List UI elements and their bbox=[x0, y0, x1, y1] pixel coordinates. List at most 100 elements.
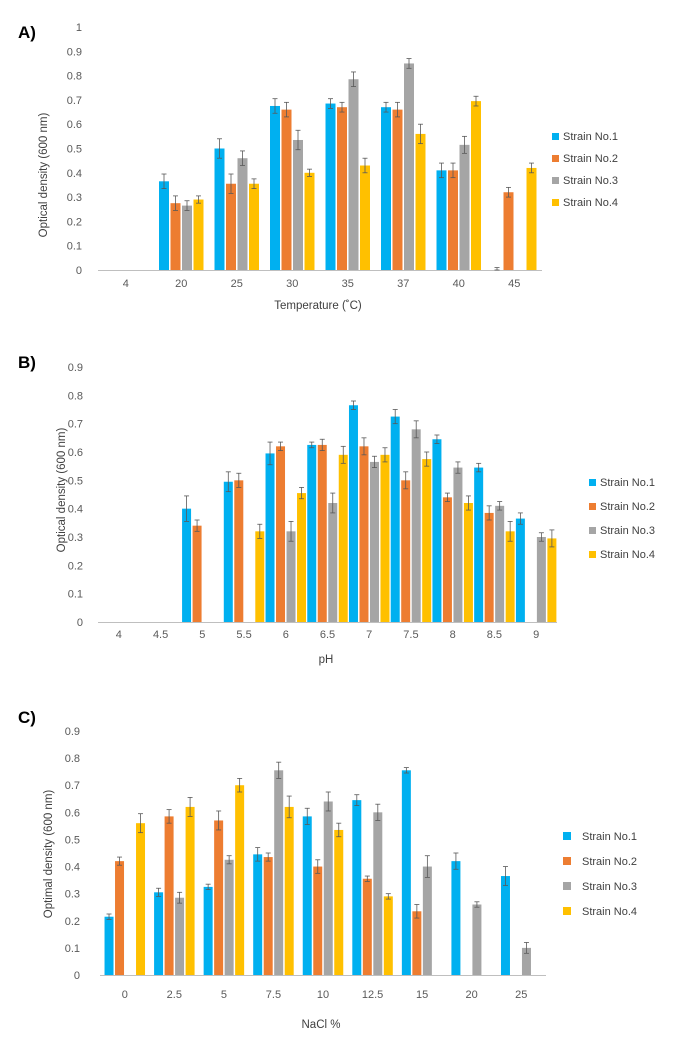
x-tick-label: 10 bbox=[317, 989, 329, 1001]
bar-strain-1 bbox=[325, 103, 336, 270]
bar-strain-1 bbox=[500, 876, 510, 975]
bar-strain-4 bbox=[526, 167, 537, 270]
bar-strain-1 bbox=[381, 107, 391, 270]
bar-strain-2 bbox=[359, 446, 369, 622]
y-tick-label: 0.5 bbox=[65, 834, 80, 846]
x-tick-label: 2.5 bbox=[167, 989, 182, 1001]
legend-swatch-strain-1 bbox=[552, 133, 559, 140]
panel-label-a: A) bbox=[18, 23, 36, 42]
x-tick-label: 30 bbox=[286, 278, 298, 290]
x-tick-label: 0 bbox=[122, 989, 128, 1001]
bar-strain-2 bbox=[448, 170, 458, 270]
panel-label-b: B) bbox=[18, 353, 36, 372]
bar-strain-3 bbox=[472, 904, 482, 975]
x-tick-label: 4.5 bbox=[153, 629, 168, 641]
bar-strain-1 bbox=[401, 770, 411, 975]
y-axis-ticks: 0 0.1 0.2 0.3 0.4 0.5 0.6 0.7 0.8 0.9 1 bbox=[67, 22, 542, 277]
y-tick-label: 0.6 bbox=[67, 119, 82, 131]
y-tick-label: 0.4 bbox=[67, 168, 82, 180]
bar-strain-2 bbox=[442, 497, 452, 622]
chart-b: B) 0 0.1 0.2 0.3 0.4 0.5 0.6 0.7 0.8 0.9 4 4.5 5 5.5… bbox=[18, 353, 655, 666]
x-tick-label: 7.5 bbox=[403, 629, 418, 641]
x-axis-ticks: 4 4.5 5 5.5 6 6.5 7 7.5 8 8.5 9 bbox=[116, 629, 539, 641]
bar-strain-4 bbox=[380, 454, 390, 622]
legend-label-strain-2: Strain No.2 bbox=[582, 856, 637, 868]
bar-strain-1 bbox=[390, 416, 400, 622]
legend: Strain No.1 Strain No.2 Strain No.3 Stra… bbox=[552, 131, 618, 209]
y-axis-title: Optical density (600 nm) bbox=[56, 428, 68, 553]
bar-strain-4 bbox=[471, 101, 481, 271]
legend-swatch-strain-1 bbox=[563, 832, 571, 840]
bar-strain-4 bbox=[185, 806, 195, 975]
bar-strain-3 bbox=[237, 158, 248, 270]
legend-swatch-strain-2 bbox=[552, 155, 559, 162]
bar-strain-3 bbox=[328, 503, 338, 622]
bar-strain-1 bbox=[302, 816, 312, 975]
bar-strain-4 bbox=[304, 172, 315, 270]
bar-strain-2 bbox=[362, 878, 372, 975]
bar-strain-1 bbox=[265, 453, 275, 622]
y-tick-label: 0.8 bbox=[65, 753, 80, 765]
x-axis-ticks: 0 2.5 5 7.5 10 12.5 15 20 25 bbox=[122, 989, 528, 1001]
bar-strain-2 bbox=[281, 109, 292, 271]
x-tick-label: 35 bbox=[342, 278, 354, 290]
bar-strain-3 bbox=[453, 467, 463, 622]
y-tick-label: 0.1 bbox=[67, 241, 82, 253]
x-tick-label: 4 bbox=[116, 629, 122, 641]
bars bbox=[159, 58, 537, 271]
bar-strain-2 bbox=[192, 525, 202, 622]
bar-strain-4 bbox=[422, 459, 432, 622]
bar-strain-3 bbox=[459, 144, 470, 270]
y-tick-label: 0 bbox=[76, 265, 82, 277]
bar-strain-1 bbox=[203, 886, 213, 975]
y-tick-label: 0.6 bbox=[65, 807, 80, 819]
legend-label-strain-4: Strain No.4 bbox=[563, 197, 618, 209]
legend-swatch-strain-3 bbox=[563, 882, 571, 890]
legend-label-strain-1: Strain No.1 bbox=[600, 477, 655, 489]
bar-strain-3 bbox=[224, 859, 234, 975]
bar-strain-1 bbox=[451, 861, 461, 975]
x-tick-label: 25 bbox=[515, 989, 527, 1001]
bar-strain-4 bbox=[463, 503, 473, 622]
bar-strain-1 bbox=[436, 170, 447, 270]
x-tick-label: 5 bbox=[221, 989, 227, 1001]
legend-label-strain-3: Strain No.3 bbox=[582, 881, 637, 893]
x-tick-label: 25 bbox=[231, 278, 243, 290]
x-axis-ticks: 4 20 25 30 35 37 40 45 bbox=[123, 278, 521, 290]
legend-swatch-strain-3 bbox=[552, 177, 559, 184]
bar-strain-1 bbox=[223, 481, 233, 622]
y-tick-label: 0.3 bbox=[67, 192, 82, 204]
y-axis-title: Optical density (600 nm) bbox=[38, 113, 50, 238]
bar-strain-3 bbox=[323, 801, 333, 975]
bar-strain-4 bbox=[255, 531, 265, 622]
y-tick-label: 0.2 bbox=[67, 216, 82, 228]
x-tick-label: 45 bbox=[508, 278, 520, 290]
y-tick-label: 0 bbox=[74, 970, 80, 982]
y-tick-label: 0.7 bbox=[68, 419, 83, 431]
legend-label-strain-3: Strain No.3 bbox=[563, 175, 618, 187]
y-tick-label: 0.6 bbox=[68, 447, 83, 459]
bar-strain-1 bbox=[154, 892, 164, 975]
bar-strain-1 bbox=[270, 105, 280, 270]
y-tick-label: 0.9 bbox=[68, 362, 83, 374]
x-tick-label: 7.5 bbox=[266, 989, 281, 1001]
bar-strain-4 bbox=[193, 199, 204, 270]
y-tick-label: 0.7 bbox=[67, 95, 82, 107]
legend-label-strain-4: Strain No.4 bbox=[582, 906, 637, 918]
x-tick-label: 20 bbox=[466, 989, 478, 1001]
bar-strain-3 bbox=[293, 139, 303, 270]
bar-strain-4 bbox=[505, 531, 515, 622]
bar-strain-3 bbox=[536, 537, 546, 622]
bar-strain-2 bbox=[170, 203, 181, 270]
y-tick-label: 0.3 bbox=[68, 532, 83, 544]
bar-strain-3 bbox=[422, 866, 432, 975]
x-axis-title: Temperature (˚C) bbox=[274, 300, 362, 312]
y-tick-label: 0.8 bbox=[68, 390, 83, 402]
bar-strain-3 bbox=[369, 461, 379, 622]
y-tick-label: 0.5 bbox=[68, 475, 83, 487]
bar-strain-2 bbox=[276, 446, 286, 622]
legend: Strain No.1 Strain No.2 Strain No.3 Stra… bbox=[589, 477, 655, 561]
bar-strain-2 bbox=[214, 820, 224, 975]
x-tick-label: 8.5 bbox=[487, 629, 502, 641]
bar-strain-4 bbox=[415, 133, 426, 270]
